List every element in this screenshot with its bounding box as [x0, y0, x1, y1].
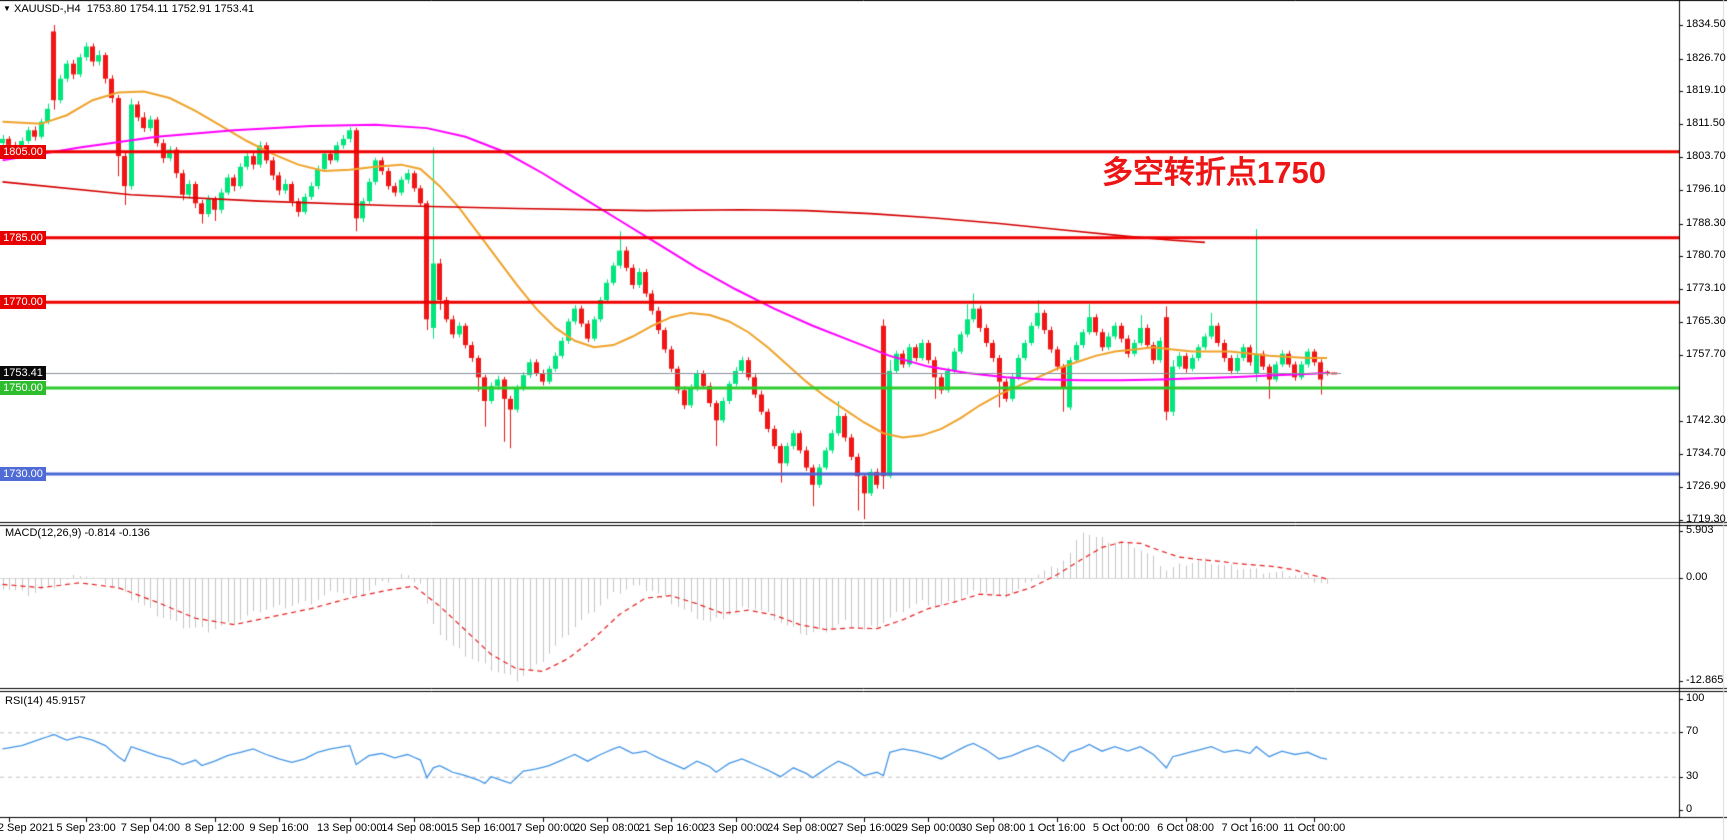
price-axis-tick-label: 1803.70 [1686, 150, 1726, 163]
price-axis-tick-label: 1765.30 [1686, 315, 1726, 328]
price-axis-tick-label: 1788.30 [1686, 216, 1726, 229]
price-level-badge: 1750.00 [0, 381, 46, 396]
date-axis-label: 24 Sep 08:00 [767, 822, 833, 834]
date-axis-label: 8 Sep 12:00 [185, 822, 245, 834]
date-axis-label: 29 Sep 00:00 [895, 822, 962, 834]
macd-indicator-label: MACD(12,26,9) -0.814 -0.136 [5, 527, 150, 539]
price-axis-tick-label: 1742.30 [1686, 414, 1726, 427]
price-axis-tick-label: 1834.50 [1686, 18, 1726, 30]
price-axis-tick-label: 1819.10 [1686, 84, 1726, 97]
price-level-badge: 1730.00 [0, 467, 46, 482]
date-axis-label: 30 Sep 08:00 [959, 822, 1026, 834]
date-axis-label: 15 Sep 16:00 [445, 822, 512, 834]
date-axis-label: 20 Sep 08:00 [574, 822, 640, 834]
date-axis-label: 7 Sep 04:00 [120, 822, 181, 834]
date-axis-label: 14 Sep 08:00 [381, 822, 447, 834]
macd-axis-tick-label: 5.903 [1686, 523, 1714, 536]
ohlc-values: 1753.80 1754.11 1752.91 1753.41 [86, 3, 255, 15]
date-axis-label: 7 Oct 16:00 [1221, 822, 1279, 834]
rsi-axis-tick-label: 70 [1686, 725, 1699, 738]
date-axis-label: 2 Sep 2021 [0, 822, 55, 834]
price-axis-tick-label: 1826.70 [1686, 51, 1726, 64]
bid-price-badge: 1753.41 [0, 366, 46, 381]
date-axis-label: 5 Sep 23:00 [56, 822, 116, 834]
rsi-axis-tick-label: 0 [1686, 803, 1693, 815]
date-axis-label: 11 Oct 00:00 [1283, 822, 1346, 834]
symbol-dropdown-arrow-icon[interactable]: ▼ [3, 4, 11, 13]
price-axis-tick-label: 1726.90 [1686, 480, 1726, 493]
rsi-axis-tick-label: 100 [1686, 692, 1705, 704]
price-axis-tick-label: 1734.70 [1686, 446, 1726, 459]
macd-axis-tick-label: -12.865 [1686, 674, 1724, 687]
date-axis-label: 6 Oct 08:00 [1157, 822, 1215, 834]
date-axis-label: 9 Sep 16:00 [249, 822, 309, 834]
price-level-badge: 1805.00 [0, 144, 46, 159]
price-axis-tick-label: 1757.70 [1686, 348, 1726, 360]
macd-axis-tick-label: 0.00 [1686, 571, 1708, 583]
price-axis-tick-label: 1773.10 [1686, 281, 1726, 294]
price-axis-tick-label: 1811.50 [1686, 116, 1725, 129]
date-axis-label: 27 Sep 16:00 [831, 822, 897, 834]
price-axis-tick-label: 1796.10 [1686, 183, 1726, 195]
date-axis-label: 21 Sep 16:00 [638, 822, 704, 834]
date-axis-label: 5 Oct 00:00 [1092, 822, 1150, 834]
date-axis-label: 1 Oct 16:00 [1028, 822, 1086, 834]
chart-header: XAUUSD-,H4 1753.80 1754.11 1752.91 1753.… [14, 3, 254, 15]
rsi-indicator-label: RSI(14) 45.9157 [5, 695, 86, 707]
chart-text-annotation[interactable]: 多空转折点1750 [1102, 155, 1326, 190]
price-axis-tick-label: 1780.70 [1686, 249, 1726, 262]
price-level-badge: 1785.00 [0, 230, 46, 245]
price-axis-tick-label: 1719.30 [1686, 513, 1726, 525]
symbol-period-label: XAUUSD-,H4 [14, 3, 81, 15]
date-axis-label: 23 Sep 00:00 [702, 822, 769, 834]
date-axis-label: 13 Sep 00:00 [316, 822, 383, 834]
date-axis-label: 17 Sep 00:00 [509, 822, 576, 834]
price-level-badge: 1770.00 [0, 295, 46, 310]
rsi-axis-tick-label: 30 [1686, 769, 1699, 782]
